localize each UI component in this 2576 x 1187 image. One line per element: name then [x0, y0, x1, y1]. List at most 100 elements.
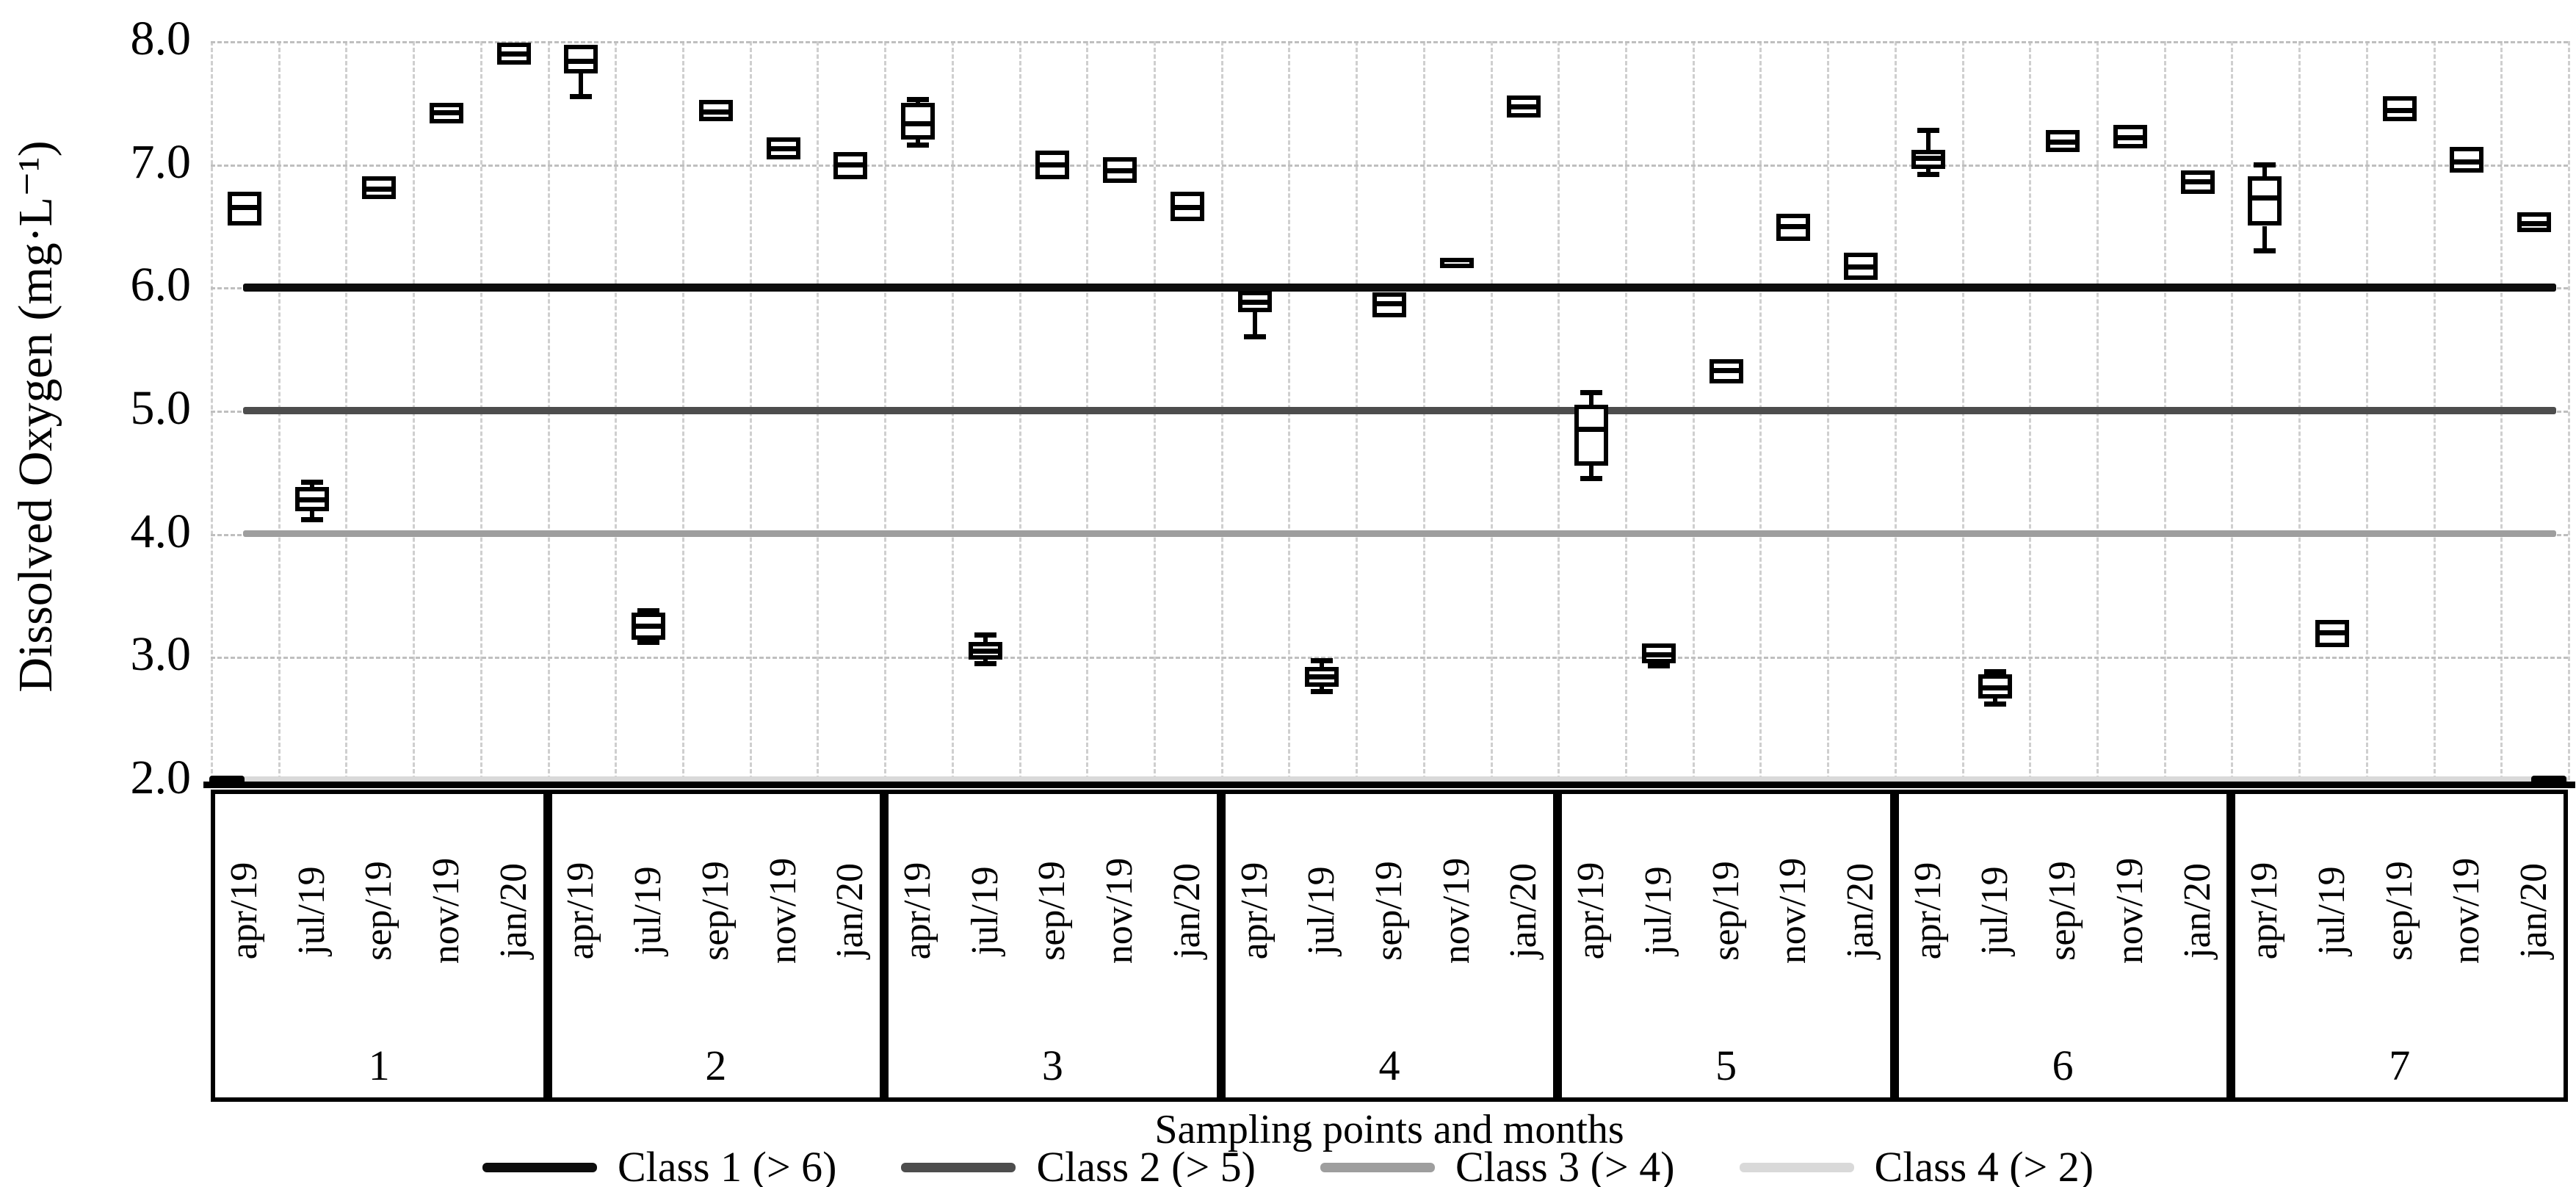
legend-item: Class 1 (> 6) — [482, 1143, 837, 1187]
whisker-upper-cap — [637, 607, 660, 613]
month-label: jan/20 — [1502, 863, 1545, 959]
whisker-upper-cap — [974, 632, 996, 638]
month-label: apr/19 — [1570, 862, 1613, 960]
month-label: jul/19 — [627, 866, 670, 956]
edge-mark — [2531, 776, 2566, 785]
month-label: nov/19 — [1099, 857, 1141, 964]
box-median-line — [2046, 140, 2080, 145]
month-label: jul/19 — [1637, 866, 1679, 956]
whisker-upper-cap — [300, 480, 323, 486]
box-median-line — [2180, 179, 2215, 185]
whisker-upper-cap — [1580, 389, 1603, 395]
legend-item: Class 3 (> 4) — [1320, 1146, 1675, 1187]
class-reference-line — [243, 283, 2556, 292]
whisker-upper-cap — [907, 96, 929, 102]
box-median-line — [2315, 629, 2349, 635]
whisker-upper-stem — [1925, 129, 1931, 150]
sampling-point-number: 2 — [705, 1042, 727, 1089]
y-axis-tick-label: 5.0 — [130, 381, 192, 435]
month-label: sep/19 — [1704, 861, 1747, 961]
month-label: nov/19 — [425, 857, 467, 964]
month-label: jan/20 — [1839, 863, 1881, 959]
whisker-lower-cap — [1984, 701, 2007, 707]
whisker-upper-cap — [2254, 162, 2276, 167]
legend-label: Class 1 (> 6) — [617, 1143, 837, 1187]
whisker-lower-cap — [1647, 663, 1670, 669]
month-label: jul/19 — [1300, 866, 1343, 956]
y-axis-tick-label: 6.0 — [130, 258, 192, 312]
month-label: jan/20 — [829, 863, 872, 959]
box-median-line — [1170, 205, 1204, 211]
whisker-upper-stem — [983, 635, 988, 643]
whisker-upper-cap — [1311, 658, 1334, 664]
whisker-lower-stem — [579, 73, 584, 97]
box-median-line — [1035, 162, 1070, 167]
box-median-line — [2248, 195, 2282, 201]
whisker-lower-stem — [2262, 226, 2268, 251]
box-median-line — [968, 648, 1002, 654]
whisker-lower-stem — [1320, 686, 1325, 692]
legend-line-swatch — [1320, 1162, 1435, 1172]
legend-label: Class 2 (> 5) — [1036, 1143, 1256, 1187]
box-median-line — [362, 187, 397, 192]
legend-line-swatch — [1739, 1162, 1854, 1172]
box-median-line — [1776, 223, 1811, 229]
month-label: apr/19 — [1233, 862, 1276, 960]
month-label: apr/19 — [1906, 862, 1949, 960]
box-median-line — [496, 51, 531, 57]
sampling-point-number: 6 — [2052, 1042, 2074, 1089]
box-median-line — [430, 110, 463, 116]
box-median-line — [2113, 134, 2147, 140]
box-plot-glyph — [1439, 257, 1474, 268]
month-label: sep/19 — [358, 861, 400, 961]
y-axis-tick-label: 4.0 — [130, 504, 192, 558]
month-label: jul/19 — [1974, 866, 2016, 956]
box-median-line — [2517, 221, 2552, 227]
whisker-lower-cap — [300, 516, 323, 522]
sampling-point-cell — [547, 790, 885, 1102]
box-median-line — [1574, 427, 1609, 433]
month-label: nov/19 — [1435, 857, 1477, 964]
box-median-line — [1103, 168, 1137, 174]
box-median-line — [632, 624, 666, 629]
whisker-lower-cap — [1580, 476, 1603, 482]
legend-label: Class 4 (> 2) — [1874, 1143, 2094, 1187]
legend-line-swatch — [482, 1162, 597, 1172]
whisker-lower-stem — [1589, 466, 1594, 479]
month-label: apr/19 — [222, 862, 265, 960]
month-label: jan/20 — [2176, 863, 2218, 959]
whisker-lower-stem — [1925, 169, 1931, 175]
whisker-lower-cap — [637, 640, 660, 646]
whisker-upper-cap — [1917, 127, 1939, 133]
whisker-lower-cap — [2254, 248, 2276, 254]
box-plot-glyph — [901, 102, 935, 140]
box-median-line — [2450, 159, 2484, 165]
whisker-upper-stem — [1320, 660, 1325, 667]
gridline-horizontal — [211, 164, 2568, 167]
sampling-point-number: 7 — [2389, 1042, 2411, 1089]
x-axis-line — [203, 782, 2575, 788]
whisker-upper-cap — [1984, 669, 2007, 675]
sampling-point-number: 5 — [1715, 1042, 1737, 1089]
box-median-line — [564, 58, 598, 64]
whisker-upper-stem — [2262, 164, 2268, 177]
sampling-point-cell — [2231, 790, 2568, 1102]
box-median-line — [227, 205, 261, 211]
whisker-lower-cap — [1917, 172, 1939, 178]
sampling-point-cell — [884, 790, 1221, 1102]
month-label: apr/19 — [897, 862, 938, 960]
edge-mark — [209, 776, 245, 785]
whisker-lower-stem — [1252, 311, 1257, 337]
legend-line-swatch — [901, 1162, 1016, 1172]
whisker-upper-stem — [1589, 392, 1594, 405]
box-median-line — [901, 121, 935, 127]
sampling-point-number: 1 — [368, 1042, 390, 1089]
sampling-point-cell — [1894, 790, 2232, 1102]
box-median-line — [1305, 674, 1339, 680]
month-label: sep/19 — [2041, 861, 2084, 961]
month-label: nov/19 — [2445, 857, 2488, 964]
box-median-line — [1709, 367, 1743, 373]
gridline-horizontal — [211, 657, 2568, 660]
whisker-lower-cap — [570, 94, 593, 100]
box-median-line — [1911, 156, 1945, 162]
